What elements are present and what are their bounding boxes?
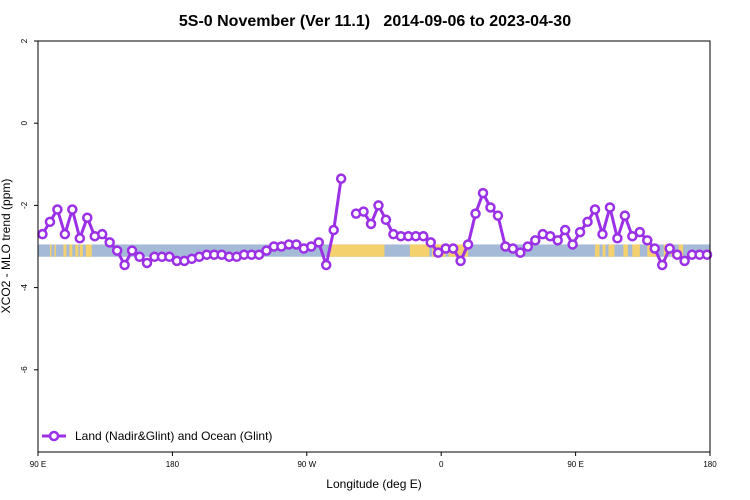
- data-point: [671, 249, 683, 260]
- x-tick-label: 180: [166, 460, 180, 469]
- data-point: [365, 218, 377, 230]
- data-point: [261, 245, 272, 256]
- data-point: [470, 208, 481, 219]
- legend: Land (Nadir&Glint) and Ocean (Glint): [42, 429, 272, 443]
- plot-frame: [37, 40, 711, 453]
- x-axis: 90 E 180 90 W 0 90 E 180: [30, 452, 717, 469]
- data-point: [619, 210, 631, 221]
- land-patch: [595, 244, 600, 257]
- plot-series: [37, 173, 713, 271]
- y-axis-label: XCO2 - MLO trend (ppm): [0, 179, 13, 314]
- land-patch: [85, 244, 92, 257]
- x-tick-label: 180: [703, 460, 717, 469]
- data-point: [530, 235, 541, 246]
- data-point: [104, 237, 115, 248]
- data-point: [597, 228, 608, 240]
- data-point: [418, 230, 429, 242]
- data-point: [485, 202, 496, 213]
- land-patch: [54, 244, 56, 257]
- data-point: [373, 200, 384, 211]
- data-point: [253, 249, 265, 260]
- data-point: [164, 251, 175, 263]
- land-patch: [602, 244, 606, 257]
- land-patch: [329, 244, 385, 257]
- x-axis-label: Longitude (deg E): [326, 477, 421, 491]
- data-point: [313, 237, 324, 248]
- data-point: [656, 259, 668, 271]
- data-point: [522, 241, 534, 252]
- data-point: [612, 233, 623, 244]
- data-point: [358, 206, 369, 217]
- data-point: [447, 243, 459, 254]
- data-point: [74, 233, 86, 244]
- y-tick-label: -6: [20, 366, 29, 374]
- land-patch: [79, 244, 83, 257]
- data-point: [567, 239, 578, 250]
- data-point: [634, 226, 646, 238]
- data-point: [642, 235, 653, 246]
- x-tick-label: 90 E: [567, 460, 583, 469]
- land-patch: [49, 244, 52, 257]
- data-point: [492, 210, 504, 221]
- x-tick-label: 0: [439, 460, 444, 469]
- data-point: [589, 204, 601, 215]
- x-tick-label: 90 W: [297, 460, 316, 469]
- data-point: [59, 228, 71, 240]
- land-patch: [69, 244, 73, 257]
- data-point: [462, 239, 474, 250]
- y-tick-label: -2: [20, 201, 29, 209]
- legend-label: Land (Nadir&Glint) and Ocean (Glint): [75, 429, 272, 443]
- data-point: [477, 187, 489, 199]
- data-point: [552, 235, 563, 246]
- data-point: [320, 259, 332, 271]
- data-point: [306, 241, 317, 252]
- data-point: [134, 251, 145, 263]
- data-point: [627, 230, 638, 242]
- data-point: [335, 173, 347, 184]
- y-tick-label: 2: [20, 38, 29, 43]
- land-patch: [75, 244, 79, 257]
- land-patch: [409, 244, 430, 257]
- land-patch: [608, 244, 615, 257]
- data-point: [380, 214, 392, 226]
- data-point: [559, 224, 571, 236]
- data-point: [679, 255, 690, 267]
- data-point: [67, 204, 78, 215]
- legend-point-marker: [48, 430, 60, 442]
- data-point: [664, 243, 675, 254]
- data-point: [119, 259, 130, 271]
- data-point: [96, 228, 108, 240]
- data-point: [126, 245, 138, 256]
- data-point: [425, 237, 436, 248]
- data-point: [291, 239, 302, 250]
- data-point: [111, 245, 123, 256]
- y-tick-label: -4: [20, 283, 29, 291]
- data-point: [44, 216, 56, 228]
- data-point: [701, 249, 713, 260]
- data-point: [544, 230, 556, 242]
- data-point: [649, 243, 660, 254]
- data-point: [455, 255, 466, 267]
- data-point: [604, 202, 616, 213]
- data-point: [82, 212, 93, 223]
- data-point: [507, 243, 519, 254]
- data-point: [328, 224, 339, 236]
- data-point: [141, 257, 153, 269]
- data-point: [52, 204, 63, 215]
- chart-title: 5S-0 November (Ver 11.1) 2014-09-06 to 2…: [179, 13, 571, 30]
- land-patch: [623, 244, 628, 257]
- land-patch: [63, 244, 67, 257]
- x-tick-label: 90 E: [30, 460, 46, 469]
- land-patch: [678, 244, 684, 257]
- data-point: [37, 228, 48, 240]
- data-point: [582, 216, 593, 228]
- data-point: [432, 247, 444, 258]
- y-axis: 2 0 -2 -4 -6: [20, 38, 38, 373]
- data-point: [515, 247, 526, 258]
- data-point: [574, 226, 586, 238]
- y-tick-label: 0: [20, 120, 29, 125]
- land-patch: [632, 244, 640, 257]
